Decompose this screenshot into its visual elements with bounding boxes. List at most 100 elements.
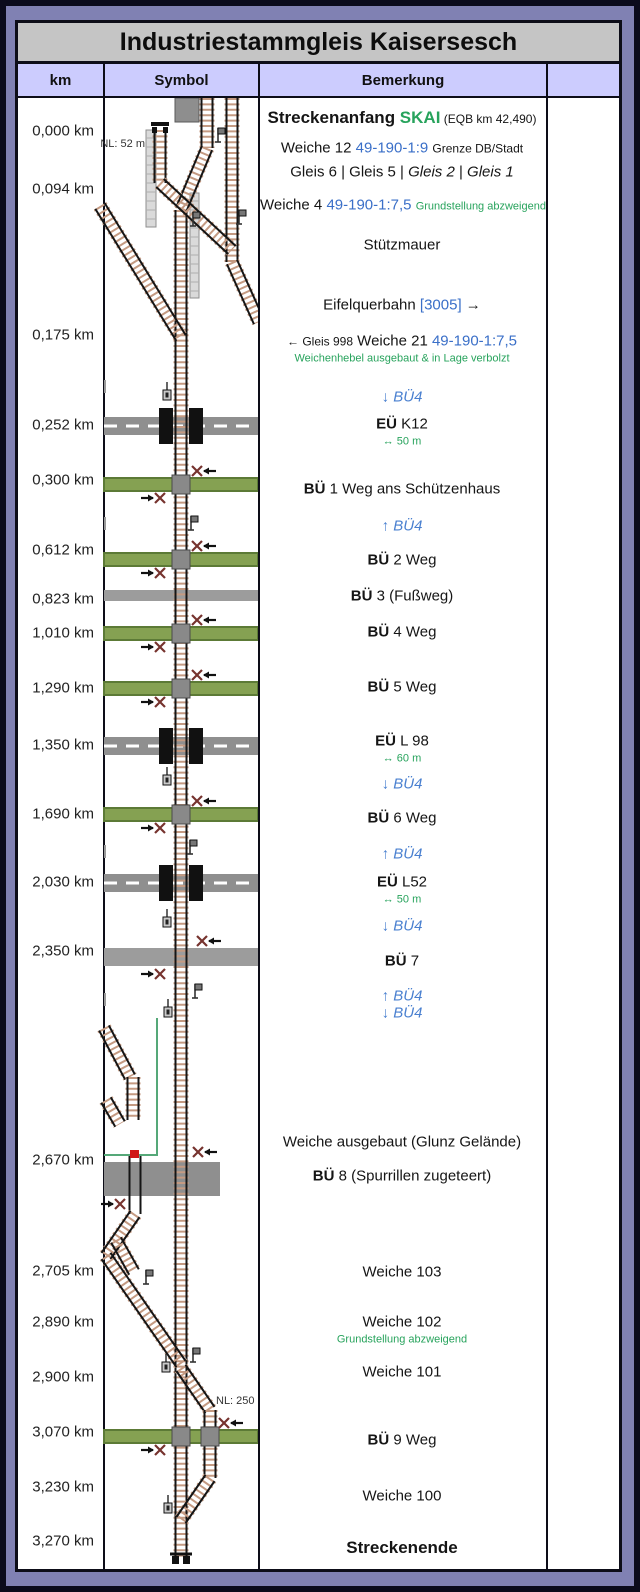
km-mark: 2,350 km — [32, 942, 94, 960]
track-ties — [99, 1251, 188, 1369]
km-mark: 0,300 km — [32, 471, 94, 489]
km-mark: 0,252 km — [32, 416, 94, 434]
andreaskreuz-icon — [154, 1444, 166, 1456]
remark: Weiche 12 49-190-1:9 Grenze DB/Stadt — [280, 139, 524, 157]
remark: ↔ 60 m — [382, 752, 422, 765]
column-divider — [103, 98, 105, 1569]
remark: Grundstellung abzweigend — [336, 1333, 468, 1346]
switch-lever-mark — [165, 777, 169, 783]
remark: Weiche 100 — [362, 1487, 442, 1505]
bridge-abutment — [159, 865, 173, 901]
km-mark: 0,612 km — [32, 541, 94, 559]
buffer-stop-icon — [152, 127, 157, 133]
rail — [236, 259, 258, 309]
bridge-abutment — [159, 728, 173, 764]
rail — [119, 1236, 140, 1270]
switch-lever-mark — [164, 1364, 168, 1370]
rail — [185, 149, 213, 213]
signal-icon — [190, 515, 199, 523]
andreaskreuz-icon — [191, 795, 203, 807]
crossing-deck — [171, 804, 191, 825]
page-title: Industriestammgleis Kaisersesch — [18, 23, 619, 64]
remark: Streckenende — [346, 1538, 458, 1558]
crossing-deck — [171, 474, 191, 495]
track-ties — [174, 1473, 217, 1525]
crossing-arrowhead — [203, 671, 209, 679]
footpath-crossing — [104, 590, 258, 601]
km-mark: 0,175 km — [32, 326, 94, 344]
remark: ↓ BÜ4 — [381, 775, 423, 793]
bridge-abutment — [189, 865, 203, 901]
km-mark: 3,070 km — [32, 1423, 94, 1441]
remark: BÜ 2 Weg — [367, 551, 437, 569]
remark: ↓ BÜ4 — [381, 917, 423, 935]
remark: Weiche 103 — [362, 1263, 442, 1281]
col-header-bemerkung: Bemerkung — [260, 64, 548, 96]
red-marker — [130, 1150, 139, 1158]
remark: BÜ 1 Weg ans Schützenhaus — [303, 480, 501, 498]
remark: ← Gleis 998 Weiche 21 49-190-1:7,5 — [286, 332, 518, 350]
remark: EÜ L52 — [376, 873, 428, 891]
rail — [175, 1370, 207, 1414]
rail — [175, 145, 203, 209]
remark: Weichenhebel ausgebaut & in Lage verbolz… — [294, 352, 510, 365]
km-mark: 1,690 km — [32, 805, 94, 823]
crossing-arrowhead — [208, 937, 214, 945]
crossing-arrowhead — [204, 1148, 210, 1156]
remark: BÜ 7 — [384, 952, 420, 970]
remark: BÜ 8 (Spurrillen zugeteert) — [312, 1167, 492, 1185]
remark: Stützmauer — [363, 236, 441, 254]
column-divider — [546, 98, 548, 1569]
rail — [103, 202, 187, 336]
remark: BÜ 5 Weg — [367, 678, 437, 696]
buffer-stop-icon — [183, 1556, 190, 1564]
remark: Streckenanfang SKAI (EQB km 42,490) — [267, 108, 537, 128]
remark: Eifelquerbahn [3005] → — [323, 296, 481, 314]
track-ties — [174, 145, 214, 213]
crossing-arrowhead — [203, 797, 209, 805]
andreaskreuz-icon — [154, 822, 166, 834]
track-length-label: NL: 52 m — [100, 138, 145, 150]
remark: ↓ BÜ4 — [381, 388, 423, 406]
remark: EÜ K12 — [376, 415, 428, 433]
buffer-stop-icon — [172, 1556, 179, 1564]
km-mark: 1,350 km — [32, 736, 94, 754]
signal-icon — [145, 1269, 154, 1277]
crossing-arrowhead — [203, 616, 209, 624]
signal-icon — [238, 209, 247, 217]
remark: ↓ BÜ4 — [381, 1004, 423, 1022]
rail — [94, 208, 178, 342]
rail — [100, 1102, 117, 1128]
loading-ramp — [145, 129, 157, 228]
track-schematic: NL: 52 m NL: 250 m — [94, 98, 258, 1564]
crossing-arrowhead — [148, 698, 154, 706]
andreaskreuz-icon — [196, 935, 208, 947]
andreaskreuz-icon — [154, 696, 166, 708]
signal-icon — [192, 211, 201, 219]
km-mark: 0,000 km — [32, 122, 94, 140]
col-header-extra — [548, 64, 619, 96]
track-length-label: NL: 250 m — [216, 1395, 258, 1407]
rail — [109, 1096, 126, 1122]
andreaskreuz-icon — [191, 540, 203, 552]
andreaskreuz-icon — [192, 1146, 204, 1158]
crossing-arrowhead — [148, 824, 154, 832]
remark: ↑ BÜ4 — [381, 845, 423, 863]
crossing-arrowhead — [148, 643, 154, 651]
switch-lever-mark — [165, 919, 169, 925]
remark: ↔ 50 m — [382, 435, 422, 448]
remark: BÜ 6 Weg — [367, 809, 437, 827]
crossing-deck — [171, 678, 191, 699]
km-mark: 2,900 km — [32, 1368, 94, 1386]
crossing-arrowhead — [148, 970, 154, 978]
bridge-abutment — [189, 728, 203, 764]
signal-icon — [217, 127, 226, 135]
header-row: km Symbol Bemerkung — [18, 64, 619, 98]
crossing-deck — [200, 1426, 220, 1447]
outer-frame: Industriestammgleis Kaisersesch km Symbo… — [6, 6, 634, 1586]
andreaskreuz-icon — [191, 614, 203, 626]
remark: Weiche ausgebaut (Glunz Gelände) — [282, 1133, 522, 1151]
crossing-arrowhead — [148, 494, 154, 502]
andreaskreuz-icon — [114, 1198, 126, 1210]
col-header-symbol: Symbol — [105, 64, 260, 96]
